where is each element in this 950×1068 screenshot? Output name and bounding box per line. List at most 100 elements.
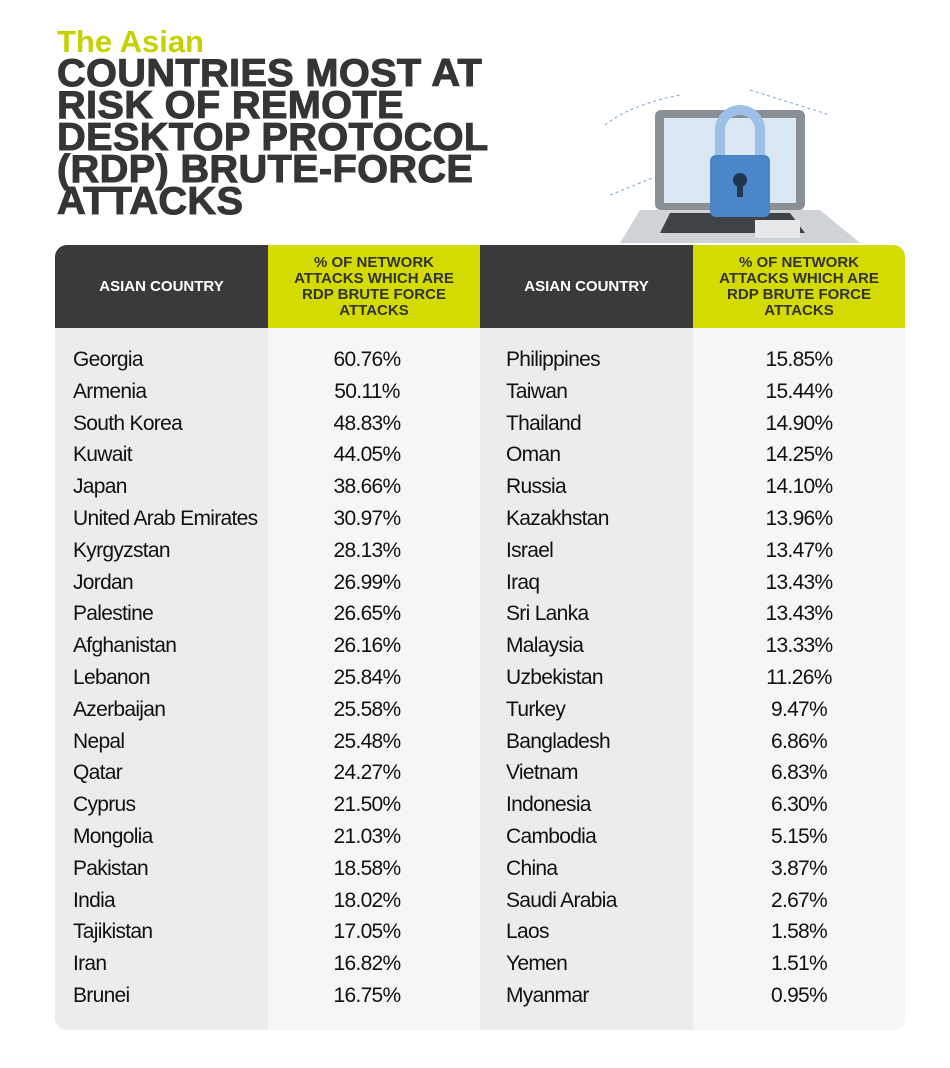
country-cell: Sri Lanka <box>506 602 589 626</box>
percent-cell: 11.26% <box>766 666 832 689</box>
country-cell: Bangladesh <box>506 729 611 753</box>
country-cell: Thailand <box>506 411 582 435</box>
title: COUNTRIES MOST AT RISK OF REMOTE DESKTOP P… <box>56 54 597 222</box>
table-panel: ASIAN COUNTRY Georgia Armenia South Korea Ku… <box>55 245 905 1030</box>
percent-cell: 13.33% <box>765 634 833 658</box>
country-cell: Cyprus <box>73 793 136 817</box>
country-cell: Lebanon <box>73 666 151 689</box>
country-cell: South Korea <box>73 411 183 435</box>
percent-cell: 0.95% <box>770 984 828 1007</box>
percent-cell: 18.02% <box>333 888 401 912</box>
percent-cell: 17.05% <box>333 920 401 944</box>
percent-cell: 6.86% <box>770 729 828 753</box>
percent-cell: 28.13% <box>333 538 401 562</box>
percent-cell: 13.43% <box>765 602 833 626</box>
country-cell: Yemen <box>506 952 568 976</box>
country-cell: Iraq <box>506 570 540 594</box>
percent-cell: 25.48% <box>333 729 401 753</box>
country-cell: Kuwait <box>73 443 133 467</box>
percent-cell: 13.47% <box>765 538 833 562</box>
column-header: ASIAN COUNTRY <box>55 245 268 328</box>
country-cell: Japan <box>73 475 127 499</box>
percent-cell: 16.75% <box>333 984 401 1007</box>
percent-cell: 48.83% <box>333 411 401 435</box>
country-cell: United Arab Emirates <box>73 507 258 530</box>
country-cell: Georgia <box>73 348 144 371</box>
percent-cell: 21.50% <box>333 793 401 817</box>
percent-column: % OF NETWORK ATTACKS WHICH ARE RDP BRUTE… <box>268 245 480 1030</box>
country-cell: Laos <box>506 920 549 944</box>
country-cell: Iran <box>73 952 107 976</box>
country-cell: Pakistan <box>73 856 149 880</box>
country-cell: Turkey <box>506 697 566 721</box>
country-cell: Brunei <box>73 984 130 1007</box>
percent-cell: 50.11% <box>334 379 400 403</box>
percent-cell: 6.30% <box>770 793 828 817</box>
country-cell: Qatar <box>73 761 123 785</box>
percent-cell: 14.25% <box>765 443 833 467</box>
percent-cell: 13.43% <box>765 570 833 594</box>
country-cell: Myanmar <box>506 984 589 1007</box>
percent-cell: 9.47% <box>770 697 828 721</box>
country-cell: Uzbekistan <box>506 666 604 689</box>
title-line: COUNTRIES MOST AT <box>56 52 483 95</box>
percent-cell: 18.58% <box>333 856 401 880</box>
percent-cell: 16.82% <box>333 952 401 976</box>
country-cell: India <box>73 888 116 912</box>
percent-column: % OF NETWORK ATTACKS WHICH ARE RDP BRUTE… <box>693 245 905 1030</box>
percent-cell: 13.96% <box>765 507 833 530</box>
percent-cell: 1.58% <box>770 920 828 944</box>
title-line: ATTACKS <box>56 180 244 223</box>
percent-cell: 38.66% <box>333 475 401 499</box>
percent-cell: 26.65% <box>333 602 401 626</box>
country-cell: Nepal <box>73 729 125 753</box>
percent-cell: 6.83% <box>770 761 828 785</box>
laptop-illustration <box>604 89 860 243</box>
percent-cell: 5.15% <box>770 825 828 848</box>
percent-cell: 30.97% <box>333 507 401 530</box>
percent-cell: 1.51% <box>770 952 828 976</box>
country-cell: Jordan <box>73 570 134 594</box>
percent-cell: 2.67% <box>770 888 828 912</box>
percent-cell: 25.84% <box>333 666 401 689</box>
percent-cell: 14.90% <box>765 411 833 435</box>
percent-cell: 26.99% <box>333 570 401 594</box>
percent-cell: 26.16% <box>333 634 401 658</box>
column-header: % OF NETWORK ATTACKS WHICH ARE RDP BRUTE… <box>268 245 480 328</box>
percent-cell: 24.27% <box>333 761 401 785</box>
country-cell: Cambodia <box>506 825 597 848</box>
country-cell: Malaysia <box>506 634 584 658</box>
percent-cell: 25.58% <box>333 697 401 721</box>
kicker: The Asian <box>57 24 204 59</box>
country-cell: Israel <box>506 538 554 562</box>
country-cell: Armenia <box>73 379 147 403</box>
country-cell: Indonesia <box>506 793 591 817</box>
country-cell: Mongolia <box>73 825 153 848</box>
country-cell: Saudi Arabia <box>506 888 617 912</box>
country-cell: Philippines <box>506 348 601 371</box>
percent-cell: 21.03% <box>333 825 401 848</box>
country-cell: Vietnam <box>506 761 578 785</box>
percent-cell: 3.87% <box>770 856 828 880</box>
title-line: (RDP) BRUTE-FORCE <box>56 148 474 191</box>
country-cell: Kazakhstan <box>506 507 609 530</box>
country-column: ASIAN COUNTRY Georgia Armenia South Korea Ku… <box>55 245 268 1030</box>
percent-cell: 60.76% <box>333 348 401 371</box>
title-line: RISK OF REMOTE <box>56 84 404 127</box>
column-header: % OF NETWORK ATTACKS WHICH ARE RDP BRUTE… <box>693 245 905 328</box>
country-cell: China <box>506 856 558 880</box>
percent-cell: 44.05% <box>333 443 401 467</box>
country-cell: Palestine <box>73 602 154 626</box>
column-header: ASIAN COUNTRY <box>480 245 693 328</box>
country-cell: Tajikistan <box>73 920 153 944</box>
percent-cell: 15.44% <box>765 379 833 403</box>
title-line: DESKTOP PROTOCOL <box>56 116 489 159</box>
country-cell: Afghanistan <box>73 634 177 658</box>
country-cell: Azerbaijan <box>73 697 166 721</box>
country-cell: Oman <box>506 443 561 467</box>
percent-cell: 15.85% <box>765 348 833 371</box>
percent-cell: 14.10% <box>765 475 833 499</box>
country-cell: Kyrgyzstan <box>73 538 171 562</box>
country-cell: Russia <box>506 475 567 499</box>
